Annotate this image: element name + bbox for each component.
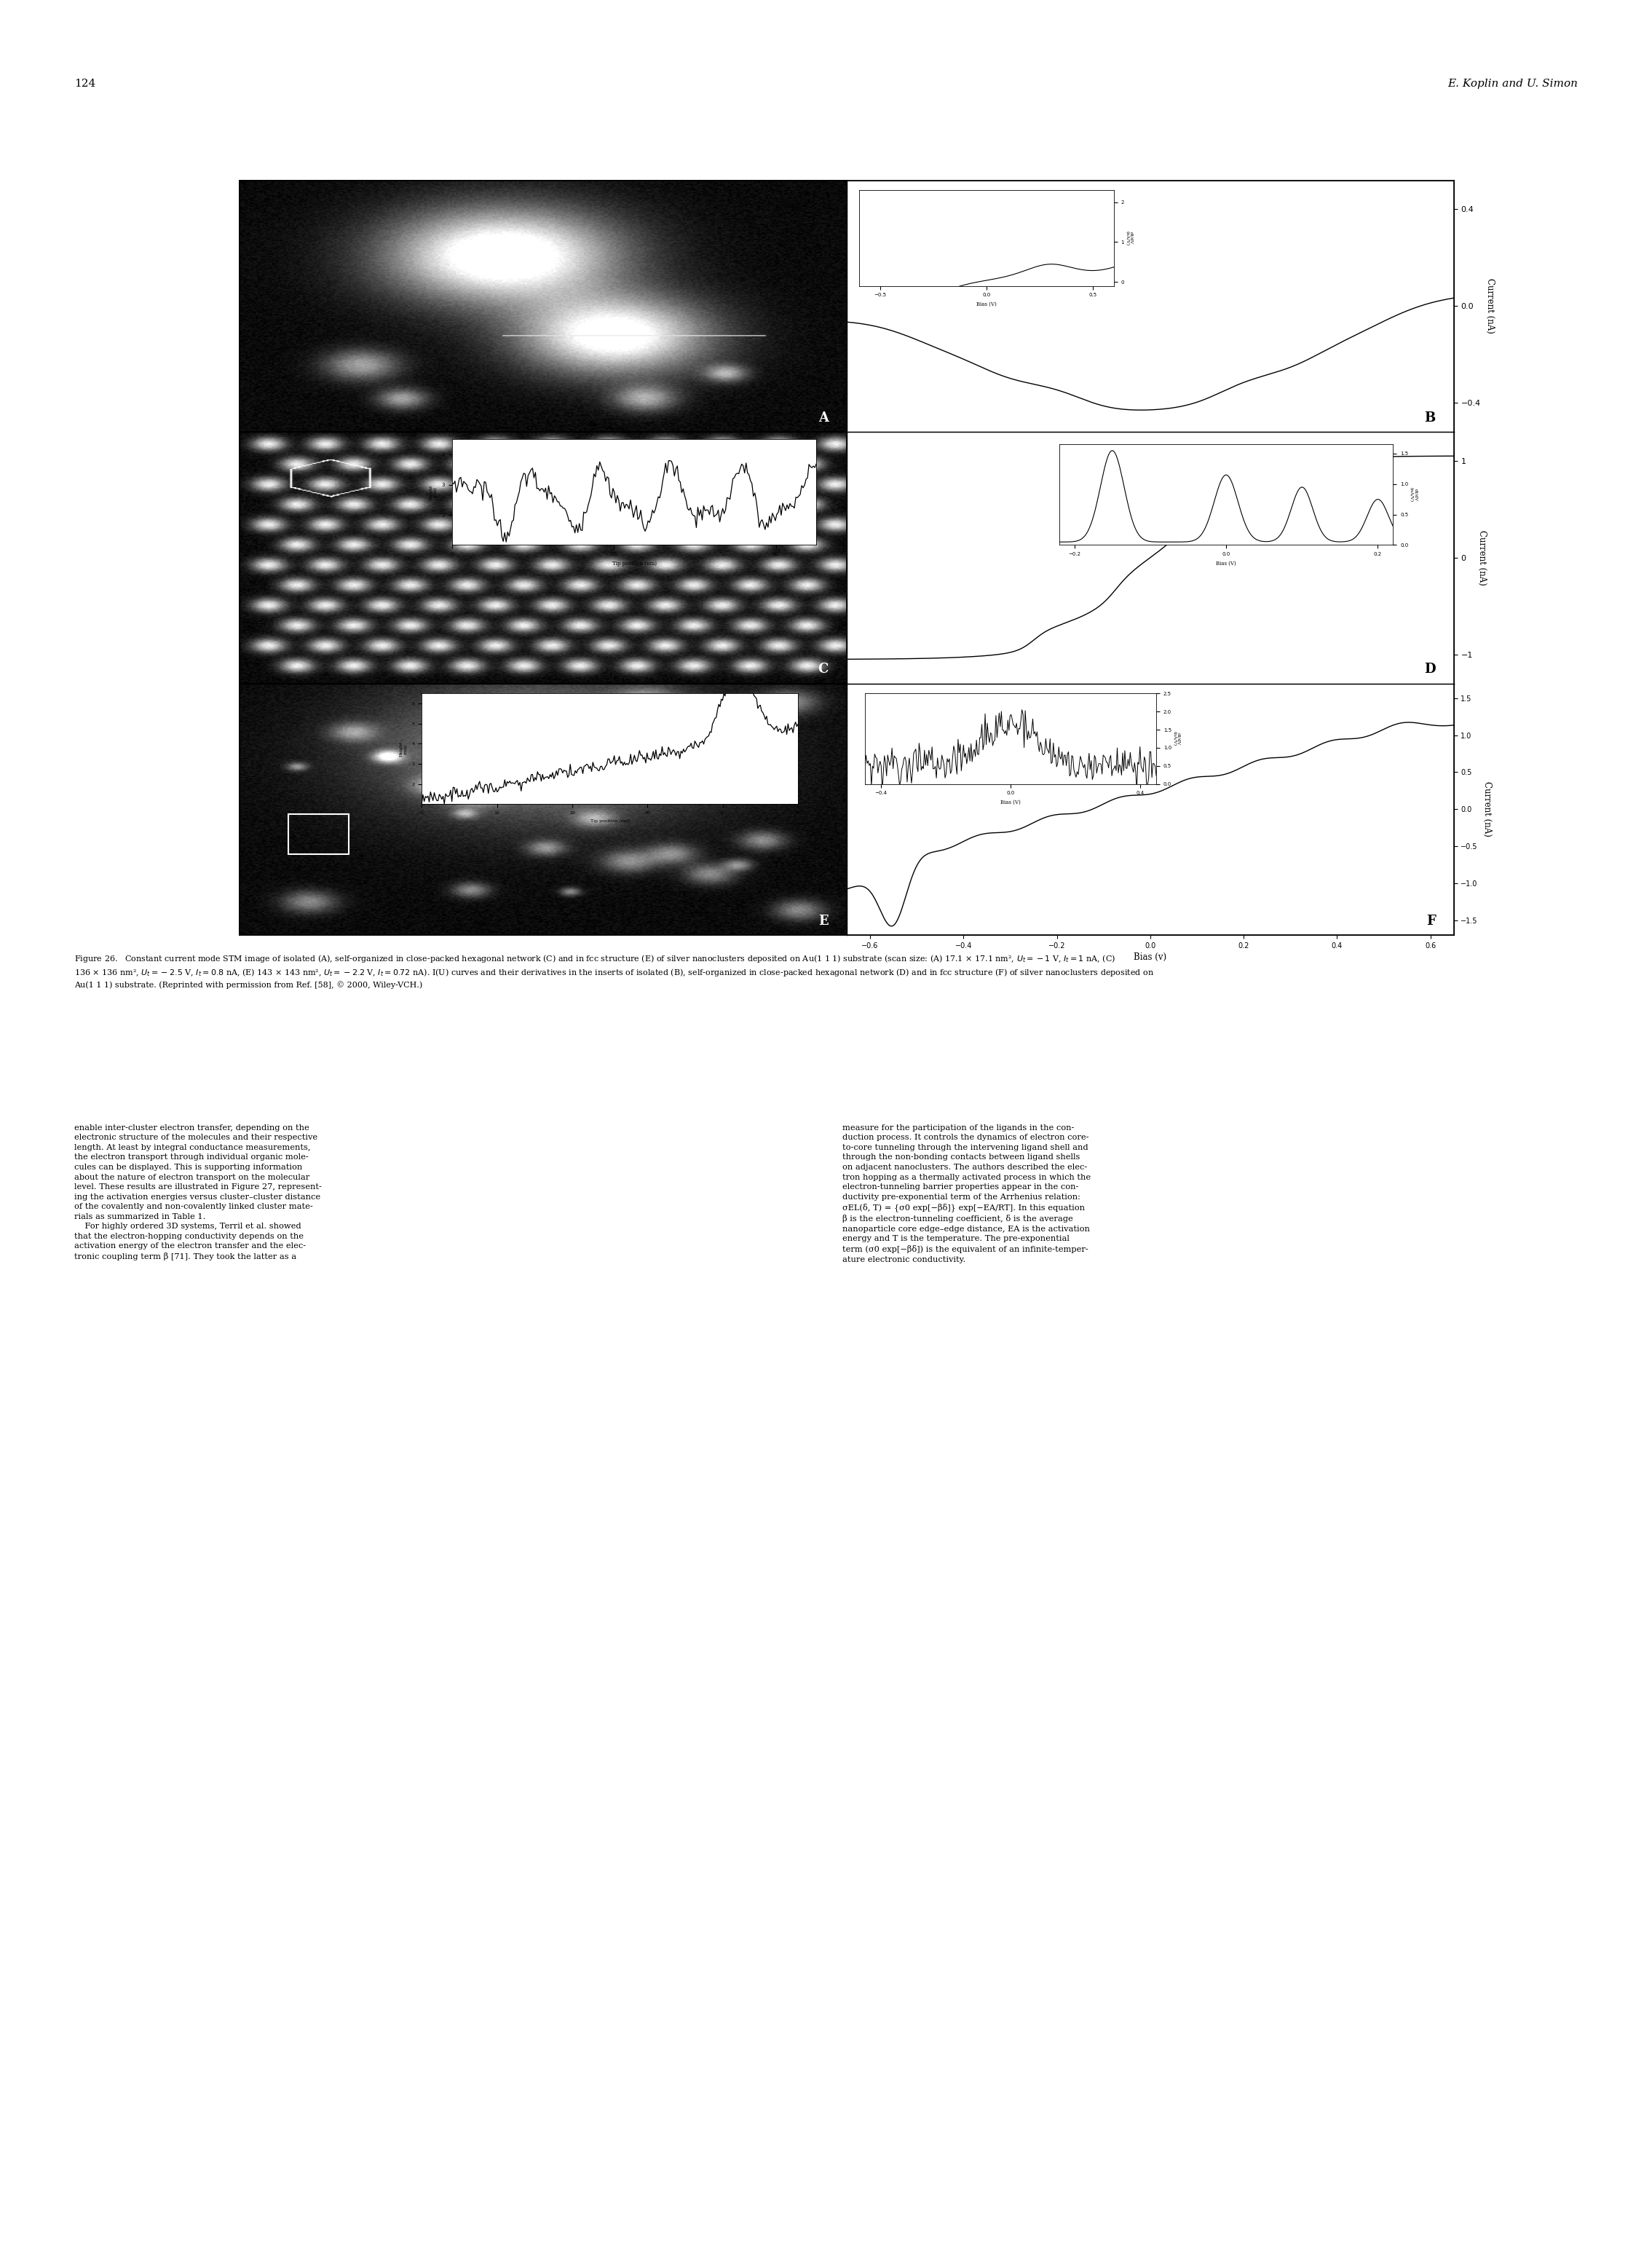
Text: A: A bbox=[818, 410, 828, 424]
Text: 124: 124 bbox=[74, 79, 96, 90]
Y-axis label: Current (nA): Current (nA) bbox=[1482, 782, 1492, 836]
X-axis label: Bias (v): Bias (v) bbox=[1133, 953, 1166, 962]
Text: Figure 26.   Constant current mode STM image of isolated (A), self-organized in : Figure 26. Constant current mode STM ima… bbox=[74, 953, 1155, 989]
Bar bbox=[287, 813, 349, 854]
Text: enable inter-cluster electron transfer, depending on the
electronic structure of: enable inter-cluster electron transfer, … bbox=[74, 1124, 322, 1262]
X-axis label: Bias (V): Bias (V) bbox=[1133, 448, 1168, 460]
Text: E. Koplin and U. Simon: E. Koplin and U. Simon bbox=[1447, 79, 1578, 90]
Text: D: D bbox=[1424, 662, 1436, 676]
Text: B: B bbox=[1424, 410, 1436, 424]
Y-axis label: Current (nA): Current (nA) bbox=[1485, 279, 1495, 333]
X-axis label: Bias (V): Bias (V) bbox=[1133, 701, 1168, 710]
Text: measure for the participation of the ligands in the con-
duction process. It con: measure for the participation of the lig… bbox=[843, 1124, 1090, 1264]
Text: F: F bbox=[1426, 915, 1436, 928]
Y-axis label: Current (nA): Current (nA) bbox=[1477, 529, 1487, 586]
Text: C: C bbox=[818, 662, 828, 676]
Text: E: E bbox=[818, 915, 828, 928]
